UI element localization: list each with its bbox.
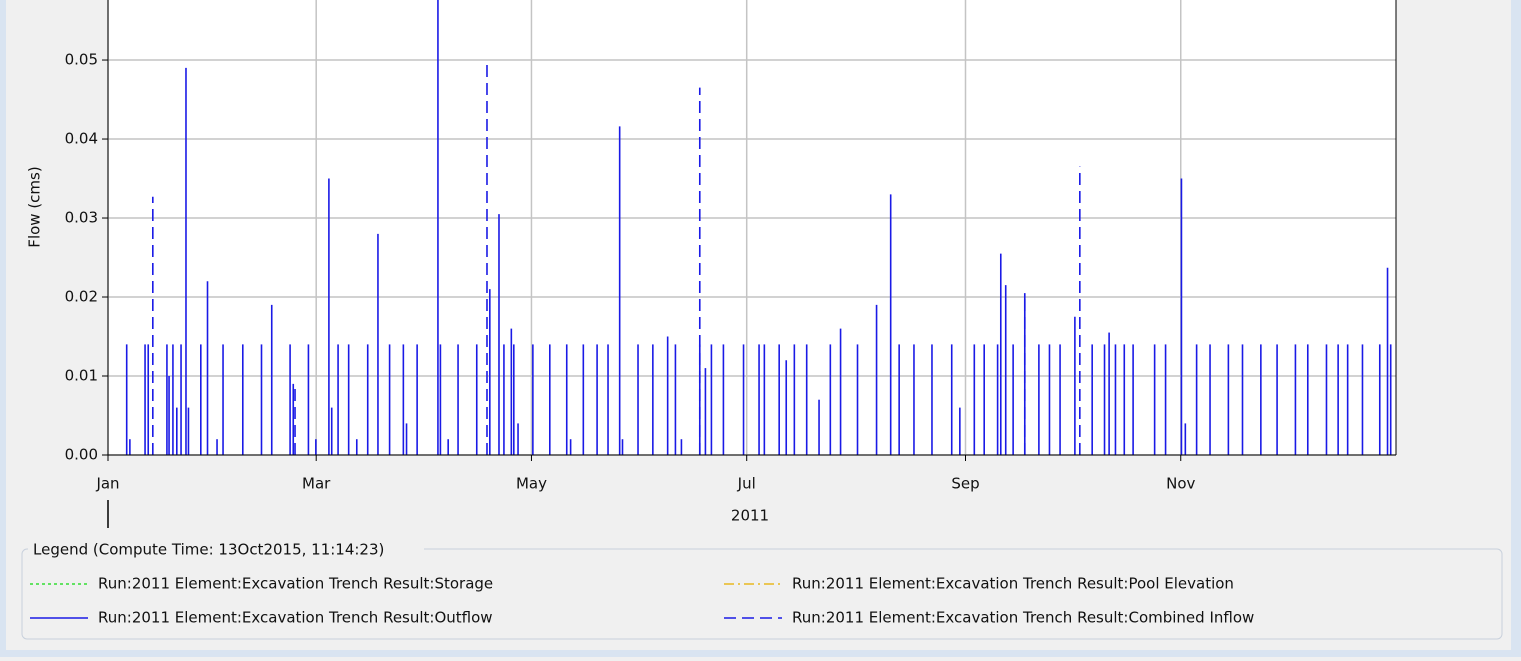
- x-tick-label: Nov: [1166, 475, 1195, 493]
- x-tick-label: Sep: [951, 475, 979, 493]
- legend-title: Legend (Compute Time: 13Oct2015, 11:14:2…: [33, 541, 384, 559]
- x-tick-label: Jul: [737, 475, 756, 493]
- window-frame: [0, 0, 6, 657]
- legend-label: Run:2011 Element:Excavation Trench Resul…: [98, 575, 493, 593]
- legend-label: Run:2011 Element:Excavation Trench Resul…: [792, 575, 1234, 593]
- y-tick-label: 0.01: [65, 367, 98, 385]
- legend: Run:2011 Element:Excavation Trench Resul…: [30, 575, 1254, 627]
- legend-label: Run:2011 Element:Excavation Trench Resul…: [98, 609, 493, 627]
- x-tick-label: Jan: [95, 475, 119, 493]
- y-axis-label: Flow (cms): [26, 166, 44, 247]
- legend-label: Run:2011 Element:Excavation Trench Resul…: [792, 609, 1254, 627]
- y-tick-label: 0.03: [65, 209, 98, 227]
- x-axis-label: 2011: [731, 507, 769, 525]
- window-frame: [1511, 0, 1521, 657]
- legend-title-bg: [28, 540, 424, 560]
- legend-box: [21, 548, 1503, 640]
- grid: [107, 0, 1396, 456]
- y-tick-label: 0.00: [65, 446, 98, 464]
- x-tick-label: May: [516, 475, 547, 493]
- window-frame: [0, 650, 1521, 657]
- x-tick-label: Mar: [302, 475, 331, 493]
- y-tick-label: 0.05: [65, 51, 98, 69]
- y-tick-label: 0.02: [65, 288, 98, 306]
- y-tick-label: 0.04: [65, 130, 98, 148]
- marks: [125, 0, 1392, 455]
- plot-area: [108, 0, 1396, 455]
